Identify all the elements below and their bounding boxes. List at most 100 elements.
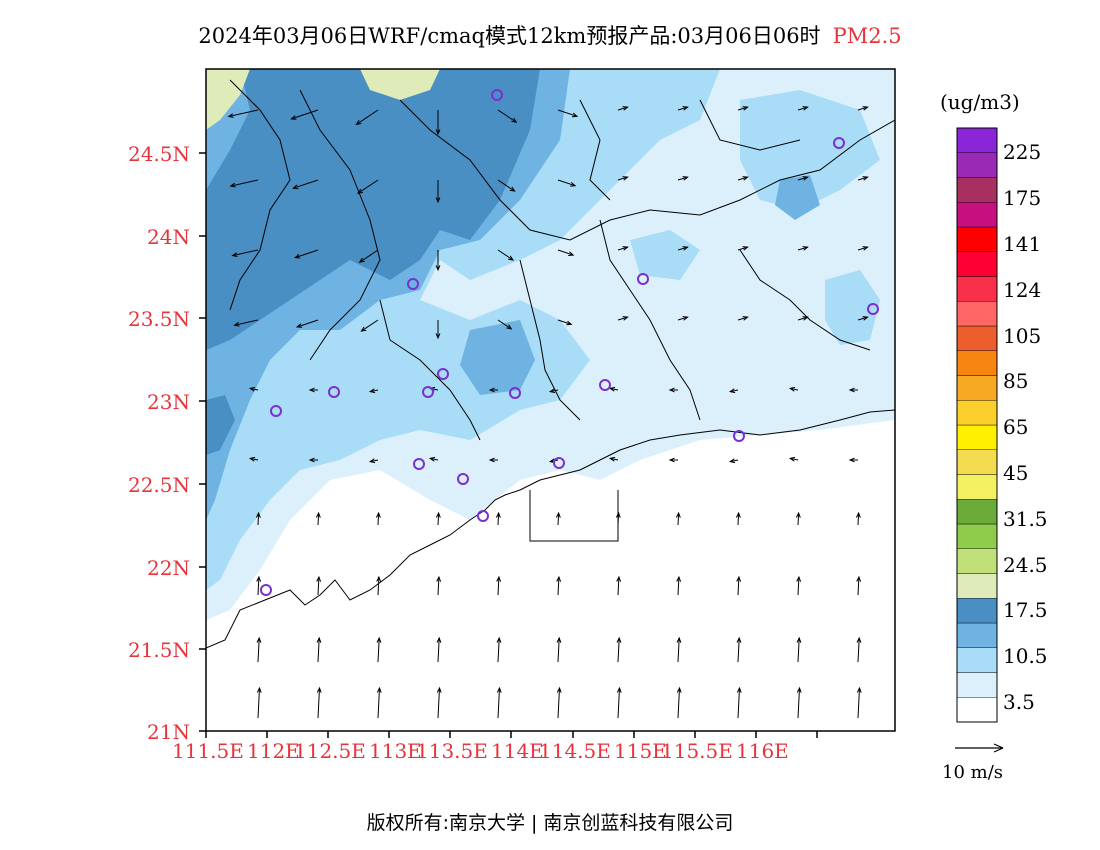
wind-arrow-head (682, 176, 689, 181)
colorbar-segment (956, 573, 998, 599)
wind-arrow-head (368, 458, 376, 464)
wind-arrow-head (736, 636, 742, 643)
wind-arrow (250, 387, 259, 391)
footer-separator: | (530, 812, 538, 834)
wind-arrow (230, 179, 259, 187)
wind-arrow-head (796, 686, 802, 693)
wind-arrow (857, 576, 860, 596)
wind-arrow (291, 109, 319, 120)
wind-arrow (232, 249, 259, 257)
wind-arrow-head (488, 387, 495, 393)
wind-arrow (370, 459, 379, 463)
wind-arrow (497, 576, 500, 596)
wind-arrow (857, 316, 868, 321)
station-marker (553, 457, 565, 469)
colorbar-label: 3.5 (1003, 690, 1035, 714)
wind-arrow-head (511, 117, 518, 123)
wind-arrow (797, 316, 808, 321)
map-frame (205, 68, 896, 732)
wind-arrow (737, 637, 740, 663)
wind-arrow-head (855, 511, 861, 518)
wind-arrow-head (675, 511, 681, 518)
lat-label-21: 21N (147, 720, 190, 744)
colorbar-segment (956, 499, 998, 525)
colorbar-label: 65 (1003, 415, 1029, 439)
colorbar-label: 124 (1003, 278, 1042, 302)
wind-arrow (257, 687, 260, 719)
station-marker (260, 584, 272, 596)
wind-arrow-head (356, 188, 363, 195)
wind-arrow-head (616, 686, 622, 693)
colorbar-segment (956, 672, 998, 698)
axis-ticks (199, 152, 818, 738)
wind-arrow-head (435, 511, 441, 518)
map-title: 2024年03月06日WRF/cmaq模式12km预报产品:03月06日06时 P… (0, 20, 1100, 50)
colorbar-label: 10.5 (1003, 644, 1048, 668)
wind-arrow-head (496, 575, 502, 582)
wind-arrow-head (375, 511, 381, 518)
wind-arrow (857, 176, 868, 181)
station-marker (270, 405, 282, 417)
station-markers (260, 89, 879, 596)
title-main: 2024年03月06日WRF/cmaq模式12km预报产品:03月06日06时 (198, 24, 821, 48)
wind-arrow-head (316, 575, 322, 582)
wind-arrow (677, 246, 688, 251)
colorbar-segment (956, 325, 998, 351)
wind-arrow-head (728, 458, 736, 464)
station-marker (457, 473, 469, 485)
colorbar-segment (956, 127, 998, 153)
wind-arrow (359, 249, 379, 263)
wind-arrow-head (848, 457, 855, 463)
wind-arrow-head (316, 686, 322, 693)
wind-arrow-head (616, 636, 622, 643)
wind-arrow-head (509, 186, 516, 192)
wind-arrow-head (742, 316, 749, 321)
station-marker (413, 458, 425, 470)
colorbar-segment (956, 226, 998, 252)
wind-arrow-head (568, 251, 575, 256)
wind-arrow-head (496, 686, 502, 693)
wind-arrow (677, 106, 688, 111)
station-marker (637, 273, 649, 285)
lon-label-113: 113E (369, 739, 422, 763)
wind-arrow-head (682, 246, 689, 251)
wind-arrow-head (556, 575, 562, 582)
wind-arrow-head (248, 386, 256, 392)
colorbar-segment (956, 449, 998, 475)
wind-arrow-head (571, 112, 579, 118)
wind-arrow (497, 249, 514, 261)
wind-arrow-head (506, 324, 513, 330)
colorbar-segment (956, 276, 998, 302)
wind-arrow-head (488, 457, 495, 463)
wind-arrow (857, 106, 868, 111)
colorbar-label: 141 (1003, 232, 1042, 256)
wind-arrow-head (570, 182, 577, 187)
title-product: PM2.5 (832, 24, 902, 48)
wind-vectors (227, 106, 869, 719)
wind-arrow-head (436, 575, 442, 582)
colorbar-segment (956, 474, 998, 500)
wind-arrow (797, 176, 808, 181)
wind-arrow-head (256, 686, 262, 693)
wind-arrow (557, 576, 560, 596)
wind-arrow (737, 106, 748, 111)
wind-arrow-head (622, 316, 629, 321)
wind-arrow (557, 109, 578, 117)
colorbar-segment (956, 350, 998, 376)
wind-arrow-head (802, 176, 809, 181)
wind-arrow (317, 512, 320, 526)
wind-arrow-head (555, 511, 561, 518)
wind-arrow (677, 316, 688, 321)
wind-arrow (557, 687, 560, 719)
wind-arrow-head (233, 321, 240, 327)
wind-arrow (617, 176, 628, 181)
wind-arrow-head (796, 636, 802, 643)
wind-arrow-head (435, 129, 441, 136)
wind-arrow (557, 179, 576, 187)
unit-label: (ug/m3) (940, 90, 1020, 114)
colorbar-segment (956, 202, 998, 228)
wind-arrow (737, 576, 740, 596)
wind-arrow-head (862, 316, 869, 321)
wind-arrow (790, 457, 799, 461)
wind-arrow (295, 249, 319, 259)
